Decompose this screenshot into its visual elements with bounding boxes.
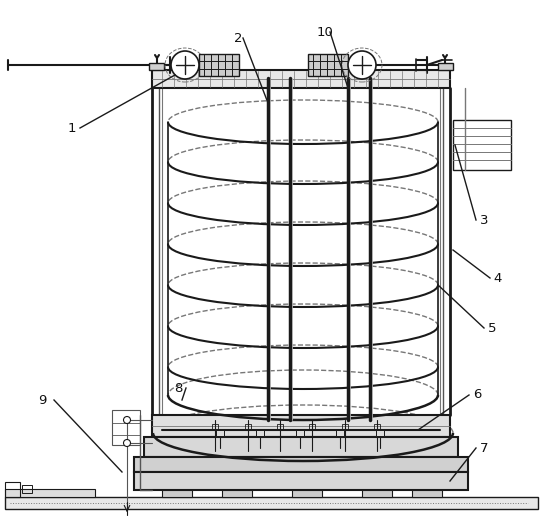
Text: 8: 8	[174, 381, 182, 395]
Text: 1: 1	[68, 122, 76, 135]
Bar	[374, 424, 380, 430]
Bar	[149, 63, 164, 70]
Bar	[199, 54, 239, 76]
Bar	[336, 430, 344, 436]
Bar	[308, 54, 348, 76]
Bar	[216, 430, 224, 436]
Bar	[438, 63, 453, 70]
Bar	[5, 489, 95, 497]
Bar	[144, 437, 458, 457]
Bar	[22, 485, 32, 493]
Text: 9: 9	[38, 394, 46, 407]
Bar	[245, 424, 251, 430]
Bar	[112, 410, 140, 445]
Circle shape	[171, 51, 199, 79]
Bar	[162, 490, 192, 497]
Bar	[256, 430, 264, 436]
Bar	[152, 70, 450, 88]
Bar	[277, 424, 283, 430]
Bar	[453, 120, 511, 170]
Bar	[292, 490, 322, 497]
Bar	[212, 424, 218, 430]
Bar	[296, 430, 304, 436]
Bar	[5, 482, 20, 497]
Bar	[309, 424, 315, 430]
Text: 7: 7	[480, 442, 488, 454]
Text: 3: 3	[480, 213, 488, 226]
Bar	[342, 424, 348, 430]
Bar	[362, 490, 392, 497]
Bar	[134, 472, 468, 490]
Text: 2: 2	[234, 31, 242, 45]
Bar	[376, 430, 384, 436]
Circle shape	[123, 440, 130, 446]
Text: 6: 6	[473, 388, 481, 401]
Text: 10: 10	[317, 26, 333, 38]
Text: 5: 5	[488, 322, 496, 334]
Bar	[222, 490, 252, 497]
Bar	[152, 415, 450, 437]
Circle shape	[123, 417, 130, 423]
Text: 4: 4	[494, 271, 502, 285]
Bar	[412, 490, 442, 497]
Bar	[134, 457, 468, 472]
Bar	[5, 497, 538, 509]
Circle shape	[348, 51, 376, 79]
